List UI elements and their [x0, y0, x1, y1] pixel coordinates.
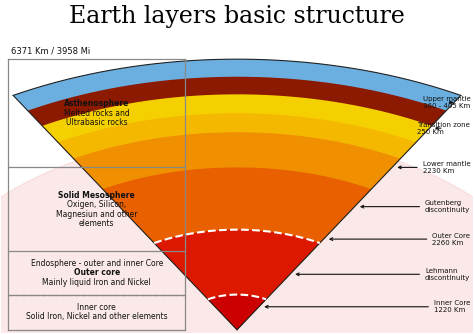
Text: Outer Core
2260 Km: Outer Core 2260 Km [330, 232, 470, 245]
Text: Lehmann
discontinuity: Lehmann discontinuity [296, 268, 470, 281]
Polygon shape [208, 295, 266, 330]
Polygon shape [58, 113, 416, 330]
Text: Solid Iron, Nickel and other elements: Solid Iron, Nickel and other elements [26, 312, 168, 321]
Text: Upper mantle
360 - 405 Km: Upper mantle 360 - 405 Km [422, 96, 470, 109]
Text: Magnesiun and other: Magnesiun and other [56, 209, 137, 218]
Text: Inner core: Inner core [77, 303, 116, 312]
Text: 6371 Km / 3958 Mi: 6371 Km / 3958 Mi [11, 47, 90, 56]
Polygon shape [0, 135, 474, 334]
Text: Mainly liquid Iron and Nickel: Mainly liquid Iron and Nickel [43, 278, 151, 287]
Text: Lower mantle
2230 Km: Lower mantle 2230 Km [399, 161, 470, 174]
Text: Oxigen, Silicon,: Oxigen, Silicon, [67, 200, 127, 209]
Polygon shape [42, 94, 432, 330]
Text: Asthenosphere: Asthenosphere [64, 100, 129, 108]
Text: Melted rocks and: Melted rocks and [64, 109, 130, 118]
Text: elements: elements [79, 219, 115, 228]
Text: Endosphere - outer and inner Core: Endosphere - outer and inner Core [31, 259, 163, 268]
Polygon shape [73, 132, 401, 330]
Polygon shape [154, 230, 320, 330]
Polygon shape [27, 77, 447, 330]
Text: Earth layers basic structure: Earth layers basic structure [69, 5, 405, 28]
Polygon shape [13, 59, 461, 330]
Text: Inner Core
1220 Km: Inner Core 1220 Km [265, 300, 470, 313]
Text: Gutenberg
discontinuity: Gutenberg discontinuity [361, 200, 470, 213]
Text: Solid Mesosphere: Solid Mesosphere [58, 191, 135, 200]
Polygon shape [103, 167, 371, 330]
Text: Transition zone
250 Km: Transition zone 250 Km [418, 122, 470, 135]
Text: Outer core: Outer core [73, 269, 120, 278]
Text: Crust
5 - 50 Km thickness: Crust 5 - 50 Km thickness [0, 333, 1, 334]
Text: Ultrabasic rocks: Ultrabasic rocks [66, 118, 128, 127]
